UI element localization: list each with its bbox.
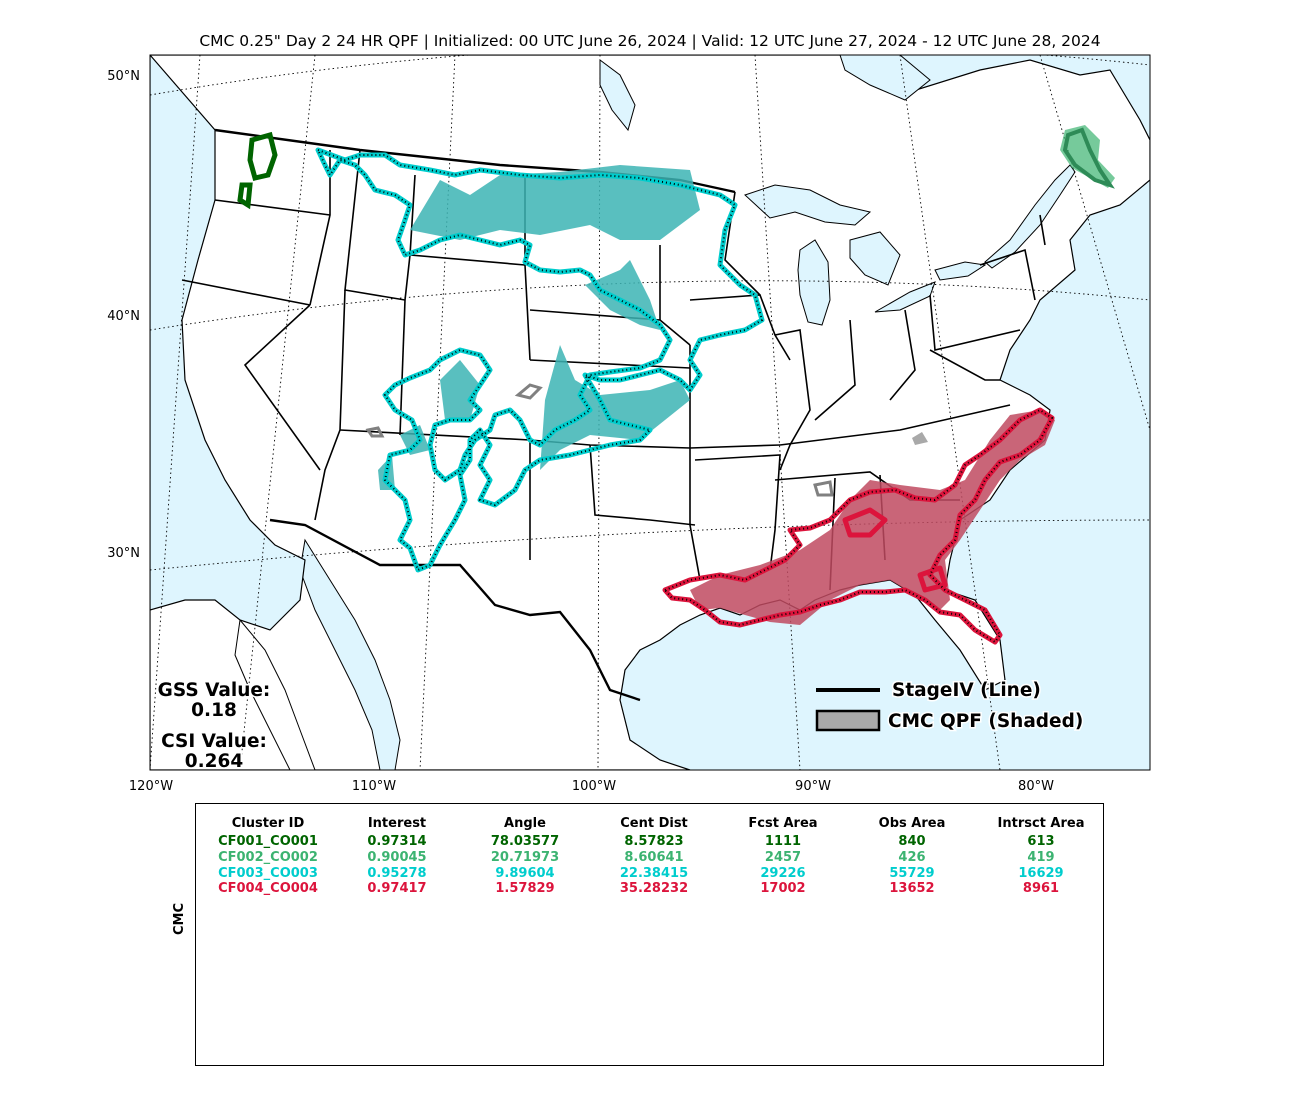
table-header-obs-area: Obs Area (878, 816, 946, 831)
lat-label-40: 40°N (107, 309, 140, 324)
gss-value: 0.18 (191, 700, 237, 721)
baja-california (234, 618, 316, 770)
table-cell-intrsct-area: 419 (1027, 849, 1055, 865)
table-cell-intrsct-area: 8961 (1022, 881, 1060, 897)
lon-label-120: 120°W (129, 779, 173, 794)
lake-michigan (797, 239, 831, 326)
cluster-1-outline (237, 131, 278, 210)
map-frame (149, 54, 1151, 771)
table-side-label: CMC (172, 902, 187, 935)
gulf-of-california (299, 538, 401, 770)
unmatched-cell-shaded (912, 432, 928, 445)
lake-erie (874, 281, 936, 313)
legend-shaded-label: CMC QPF (Shaded) (888, 711, 1083, 732)
table-cell-angle: 1.57829 (495, 881, 555, 897)
lon-label-90: 90°W (795, 779, 831, 794)
table-cell-angle: 9.89604 (495, 865, 555, 881)
table-cell-cluster-id: CF004_CO004 (218, 881, 318, 897)
cluster-3-outline-dots (316, 148, 764, 572)
table-cell-fcst-area: 2457 (764, 849, 802, 865)
table-cell-obs-area: 840 (898, 834, 926, 849)
table-header-fcst-area: Fcst Area (748, 816, 818, 831)
legend: StageIV (Line) CMC QPF (Shaded) (815, 679, 1085, 734)
lon-label-80: 80°W (1018, 779, 1054, 794)
table-header-cent-dist: Cent Dist (620, 816, 688, 831)
lat-label-30: 30°N (107, 546, 140, 561)
table-cell-fcst-area: 1111 (764, 834, 802, 849)
table-cell-interest: 0.90045 (367, 849, 427, 865)
table-cell-obs-area: 426 (898, 849, 926, 865)
lon-label-100: 100°W (572, 779, 616, 794)
unmatched-cells (365, 383, 834, 497)
legend-shaded-swatch (815, 709, 881, 732)
graticule (150, 55, 1150, 770)
lat-label-50: 50°N (107, 69, 140, 84)
st-lawrence (984, 164, 1076, 269)
cluster-4-shaded (690, 410, 1055, 625)
cluster-4-outline-dots (663, 408, 1054, 644)
hudson-bay (839, 55, 931, 101)
table-cell-obs-area: 13652 (889, 881, 935, 897)
lake-ontario (934, 261, 987, 281)
table-cell-interest: 0.95278 (367, 865, 427, 881)
chart-title: CMC 0.25" Day 2 24 HR QPF | Initialized:… (199, 32, 1101, 50)
table-cell-fcst-area: 29226 (760, 865, 806, 881)
table-header-cluster-id: Cluster ID (231, 816, 305, 831)
csi-label: CSI Value: (161, 731, 267, 752)
cluster-2-outline (1062, 127, 1115, 189)
stats-block: GSS Value: 0.18 CSI Value: 0.264 (156, 679, 272, 774)
table-cell-angle: 20.71973 (490, 849, 560, 865)
table-cell-interest: 0.97417 (367, 881, 427, 897)
table-cell-cent-dist: 22.38415 (619, 865, 689, 881)
legend-line-label: StageIV (Line) (892, 680, 1041, 701)
table-cell-cent-dist: 8.60641 (624, 849, 684, 865)
table-cell-cluster-id: CF003_CO003 (218, 865, 318, 881)
csi-value: 0.264 (185, 751, 244, 772)
pacific-ocean (150, 55, 306, 631)
table-cell-interest: 0.97314 (367, 834, 427, 849)
table-header-angle: Angle (504, 816, 546, 831)
table-cell-cluster-id: CF001_CO001 (218, 834, 318, 849)
table-cell-cent-dist: 8.57823 (624, 834, 684, 849)
table-header-interest: Interest (367, 816, 427, 831)
table-cell-intrsct-area: 16629 (1018, 865, 1064, 881)
lake-winnipeg (599, 59, 636, 132)
table-cell-obs-area: 55729 (889, 865, 935, 881)
gss-label: GSS Value: (158, 680, 271, 701)
table-cell-angle: 78.03577 (490, 834, 560, 849)
cluster-table (195, 803, 1104, 1066)
table-cell-cent-dist: 35.28232 (619, 881, 689, 897)
table-cell-cluster-id: CF002_CO002 (218, 849, 318, 865)
table-header-intrsct-area: Intrsct Area (997, 816, 1085, 831)
table-cell-fcst-area: 17002 (760, 881, 806, 897)
lake-superior (744, 184, 872, 226)
lon-label-110: 110°W (352, 779, 396, 794)
lake-huron (849, 231, 901, 286)
table-cell-intrsct-area: 613 (1027, 834, 1055, 849)
